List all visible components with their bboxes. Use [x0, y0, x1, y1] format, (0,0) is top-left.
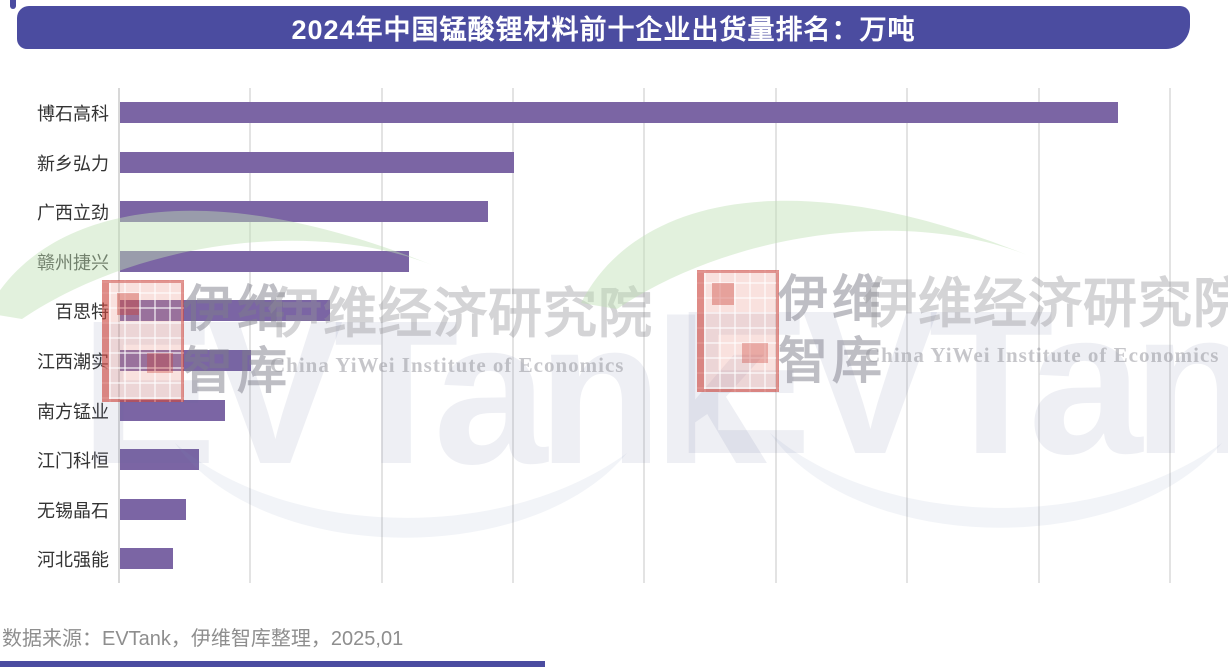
category-label: 无锡晶石 [37, 501, 109, 521]
category-label: 赣州捷兴 [37, 253, 109, 273]
x-gridline [1169, 88, 1171, 583]
x-gridline [906, 88, 908, 583]
bottom-accent-bar [0, 661, 545, 667]
bar-row: 江西潮实 [37, 336, 1228, 386]
x-gridline [512, 88, 514, 583]
bar-row: 广西立劲 [37, 187, 1228, 237]
bar-河北强能 [120, 548, 173, 569]
category-label: 江门科恒 [37, 451, 109, 471]
bar-row: 南方锰业 [37, 386, 1228, 436]
source-note: 数据来源：EVTank，伊维智库整理，2025,01 [2, 628, 404, 650]
bar-无锡晶石 [120, 499, 186, 520]
bar-row: 百思特 [55, 286, 1228, 336]
bar-赣州捷兴 [120, 251, 409, 272]
bar-row: 赣州捷兴 [37, 237, 1228, 287]
x-gridline [1038, 88, 1040, 583]
x-gridline [249, 88, 251, 583]
category-label: 河北强能 [37, 550, 109, 570]
bar-row: 无锡晶石 [37, 485, 1228, 535]
bar-新乡弘力 [120, 152, 514, 173]
category-label: 博石高科 [37, 104, 109, 124]
bar-rows: 博石高科新乡弘力广西立劲赣州捷兴百思特江西潮实南方锰业江门科恒无锡晶石河北强能 [37, 88, 1228, 584]
chart-title: 2024年中国锰酸锂材料前十企业出货量排名：万吨 [291, 15, 916, 45]
bar-南方锰业 [120, 400, 225, 421]
bar-广西立劲 [120, 201, 488, 222]
bar-row: 河北强能 [37, 534, 1228, 584]
bar-江门科恒 [120, 449, 199, 470]
bar-博石高科 [120, 102, 1118, 123]
x-gridline [381, 88, 383, 583]
plot-area: 博石高科新乡弘力广西立劲赣州捷兴百思特江西潮实南方锰业江门科恒无锡晶石河北强能 [37, 88, 1228, 584]
category-label: 南方锰业 [37, 402, 109, 422]
category-label: 江西潮实 [37, 352, 109, 372]
bar-row: 江门科恒 [37, 435, 1228, 485]
chart-title-banner: 2024年中国锰酸锂材料前十企业出货量排名：万吨 [17, 6, 1190, 49]
bar-row: 博石高科 [37, 88, 1228, 138]
bar-row: 新乡弘力 [37, 138, 1228, 188]
x-gridline [643, 88, 645, 583]
bar-百思特 [120, 300, 330, 321]
bar-江西潮实 [120, 350, 251, 371]
category-label: 百思特 [55, 302, 109, 322]
category-label: 广西立劲 [37, 203, 109, 223]
category-label: 新乡弘力 [37, 154, 109, 174]
title-banner-nub [10, 0, 16, 9]
